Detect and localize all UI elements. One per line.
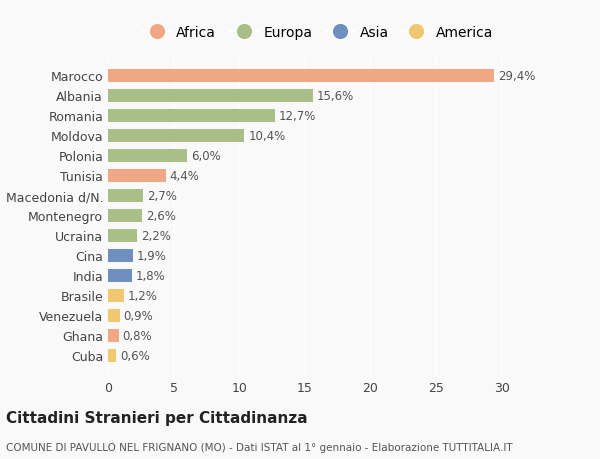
Bar [108,150,187,162]
Text: 2,7%: 2,7% [148,189,177,202]
Text: 1,9%: 1,9% [137,249,167,262]
Text: 0,8%: 0,8% [122,329,152,342]
Text: 2,6%: 2,6% [146,209,176,222]
Text: Cittadini Stranieri per Cittadinanza: Cittadini Stranieri per Cittadinanza [6,410,308,425]
Text: 15,6%: 15,6% [317,90,354,103]
Bar [108,309,120,322]
Bar [108,70,494,83]
Text: 29,4%: 29,4% [498,70,535,83]
Bar [108,249,133,262]
Bar [108,189,143,202]
Text: 4,4%: 4,4% [170,169,200,182]
Text: 2,2%: 2,2% [141,229,170,242]
Text: 0,9%: 0,9% [124,309,154,322]
Bar [108,129,245,142]
Bar [108,269,131,282]
Text: 12,7%: 12,7% [278,110,316,123]
Bar [108,209,142,222]
Bar [108,169,166,182]
Bar [108,229,137,242]
Text: COMUNE DI PAVULLO NEL FRIGNANO (MO) - Dati ISTAT al 1° gennaio - Elaborazione TU: COMUNE DI PAVULLO NEL FRIGNANO (MO) - Da… [6,442,512,452]
Text: 6,0%: 6,0% [191,150,220,162]
Bar [108,349,116,362]
Bar [108,90,313,102]
Text: 10,4%: 10,4% [248,129,286,142]
Bar [108,110,275,123]
Bar [108,289,124,302]
Text: 1,8%: 1,8% [136,269,166,282]
Bar [108,329,119,342]
Text: 1,2%: 1,2% [128,289,158,302]
Legend: Africa, Europa, Asia, America: Africa, Europa, Asia, America [137,20,499,45]
Text: 0,6%: 0,6% [120,349,149,362]
